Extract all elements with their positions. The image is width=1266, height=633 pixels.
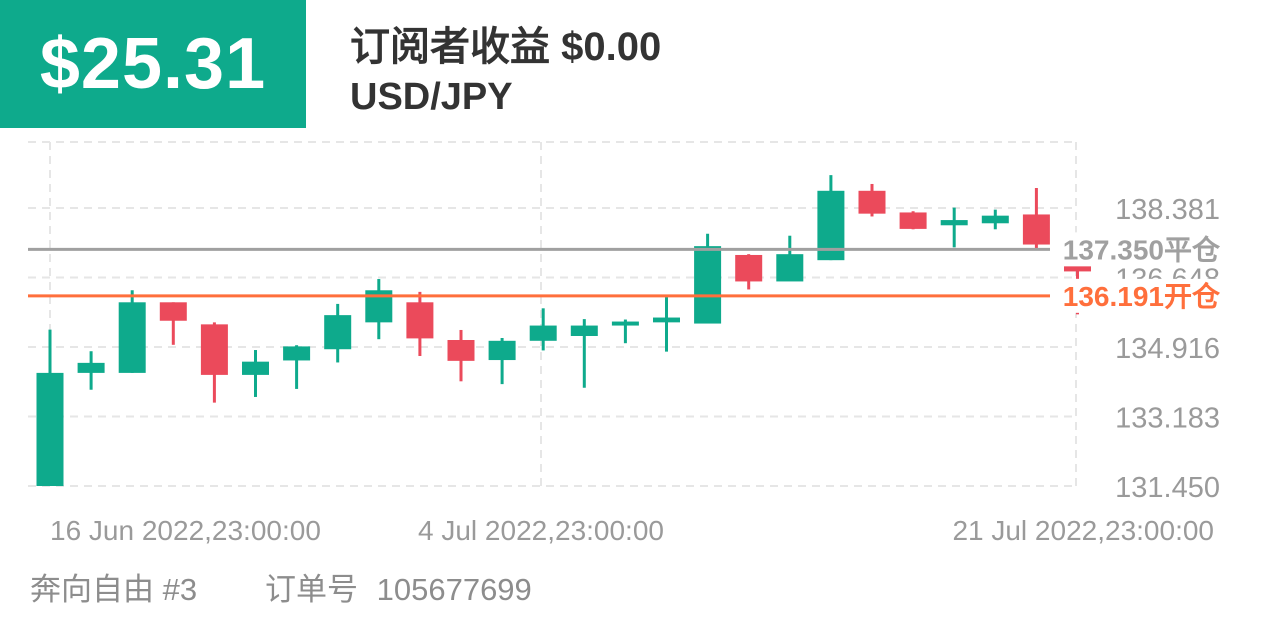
candle-body (1064, 261, 1091, 272)
y-tick-label: 133.183 (1115, 402, 1220, 434)
order-number: 105677699 (376, 572, 532, 607)
subscriber-earnings-label: 订阅者收益 (350, 25, 550, 69)
candle-body (36, 372, 64, 486)
candle-body (200, 324, 228, 375)
y-tick-label: 134.916 (1115, 333, 1220, 365)
candle-body (242, 361, 269, 375)
candle-body (611, 321, 639, 326)
candle-body (324, 315, 352, 350)
x-tick-label: 4 Jul 2022,23:00:00 (418, 515, 664, 546)
close-price-label: 137.350平仓 (1063, 234, 1221, 265)
y-tick-label: 131.450 (1115, 472, 1220, 504)
candle-body (570, 325, 598, 336)
symbol-label: USD/JPY (350, 76, 513, 118)
candle-body (735, 254, 763, 282)
order-label: 订单号 (265, 572, 358, 607)
candle-body (77, 362, 105, 373)
order-info: 订单号 105677699 (265, 564, 542, 609)
open-price-label: 136.191开仓 (1063, 281, 1221, 312)
subscriber-earnings-value: $0.00 (561, 25, 662, 69)
candle-body (940, 220, 968, 226)
candle-body (1022, 214, 1050, 245)
candle-body (529, 325, 557, 341)
candlestick-chart: 138.381136.648134.916133.183131.450137.3… (28, 141, 1221, 546)
candle-body (118, 302, 146, 373)
profit-value: $25.31 (39, 24, 267, 104)
candle-body (283, 346, 311, 361)
candle-body (488, 340, 516, 361)
x-tick-label: 21 Jul 2022,23:00:00 (952, 515, 1214, 546)
x-tick-label: 16 Jun 2022,23:00:00 (50, 515, 321, 546)
y-tick-label: 138.381 (1115, 194, 1220, 226)
subscriber-earnings: 订阅者收益 $0.00 (350, 14, 661, 72)
candle-body (776, 254, 804, 282)
strategy-name: 奔向自由 #3 (30, 572, 198, 607)
candle-body (858, 190, 886, 214)
candle-body (406, 302, 434, 339)
candle-body (899, 212, 927, 229)
candle-body (694, 246, 722, 324)
open-label-bg (1050, 278, 1220, 313)
candle-body (159, 302, 187, 321)
close-label-bg (1050, 232, 1220, 267)
candle-body (653, 317, 680, 323)
candle-body (447, 340, 475, 361)
candle-body (981, 215, 1009, 224)
profit-badge: $25.31 (0, 0, 306, 128)
